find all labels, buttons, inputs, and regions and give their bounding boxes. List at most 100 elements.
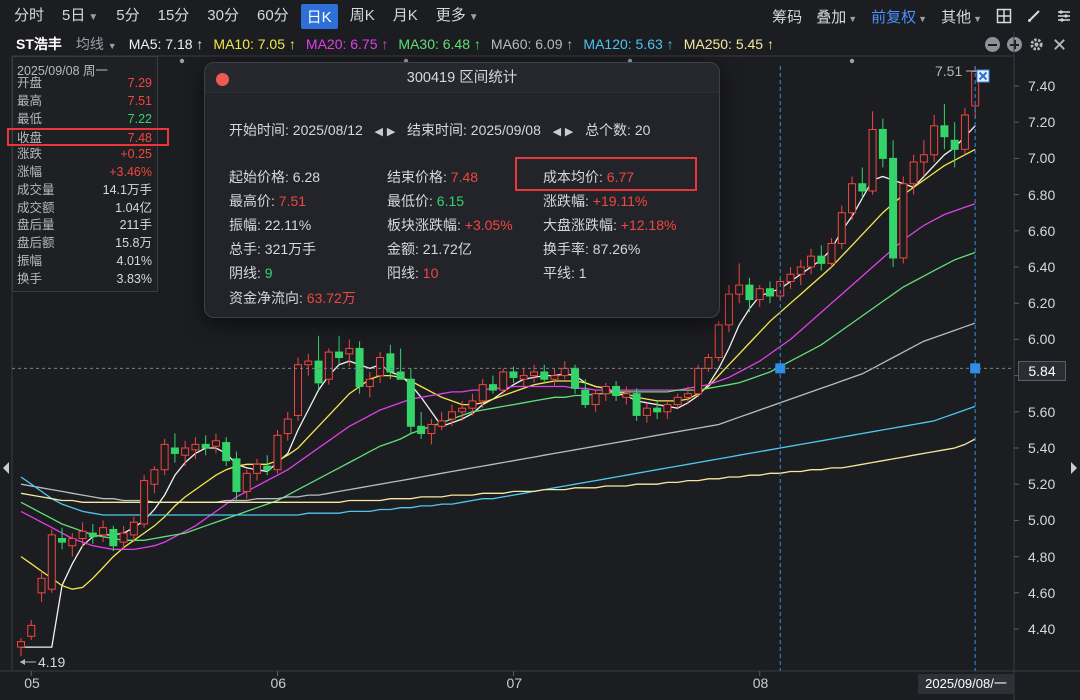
candle (211, 433, 220, 454)
candle-body (909, 161, 918, 185)
candle (786, 267, 795, 289)
candle-body (47, 534, 56, 590)
ma-line-ma30 (20, 251, 976, 541)
candle-body (37, 577, 46, 594)
other-button[interactable]: 其他 ▼ (941, 8, 982, 26)
candle (488, 375, 497, 394)
candle-body (283, 418, 292, 435)
candle-body (817, 255, 826, 264)
candle (519, 368, 528, 387)
stat-cell: 资金净流向: 63.72万 (229, 288, 356, 308)
candle (88, 524, 97, 544)
stat-cell: 成本均价: 6.77 (543, 167, 634, 187)
next-end-icon[interactable]: ▶ (564, 126, 574, 138)
stat-value: 6.15 (436, 193, 465, 209)
period-tab-1[interactable]: 5日 ▼ (62, 6, 99, 24)
gear-icon[interactable] (1029, 37, 1044, 52)
candle (735, 263, 744, 304)
stat-value: 9 (264, 265, 273, 281)
ma-items: MA5: 7.18 ↑ MA10: 7.05 ↑ MA20: 6.75 ↑ MA30:… (129, 36, 784, 52)
close-button[interactable] (216, 73, 229, 86)
stat-value: 6.28 (292, 169, 321, 185)
candle-body (99, 527, 108, 536)
candle-body (406, 378, 415, 427)
info-row: 盘后量 211手 (13, 217, 157, 235)
period-tab-4[interactable]: 30分 (207, 6, 239, 24)
price-tick: 5.00 (1028, 512, 1056, 529)
price-tick: 7.20 (1028, 114, 1056, 131)
draw-tool-icon[interactable] (1026, 8, 1042, 24)
candle-body (458, 407, 467, 413)
stat-value: 10 (422, 265, 439, 281)
candle-body (848, 183, 857, 214)
candle-body (160, 443, 169, 471)
info-row: 盘后额 15.8万 (13, 235, 157, 253)
candle-body (170, 447, 179, 454)
period-tab-6[interactable]: 日K (300, 3, 338, 29)
candle (755, 285, 764, 307)
candle-body (889, 157, 898, 259)
period-tab-2[interactable]: 5分 (116, 6, 140, 24)
candle-body (396, 371, 405, 380)
layout-grid-icon[interactable] (996, 8, 1012, 24)
candle (252, 458, 261, 481)
prev-start-icon[interactable]: ◀ (374, 126, 383, 138)
candle-body (765, 288, 774, 297)
candle-body (571, 367, 580, 389)
period-toolbar: 分时 5日 ▼ 5分 15分 30分 60分 日K 周K 月K 更多 ▼ 筹码 叠加 ▼ 前复权 ▼ 其他… (0, 0, 1080, 32)
candle (663, 400, 672, 420)
ma-legend-5: MA120: 5.63 ↑ (583, 36, 674, 52)
period-tab-3[interactable]: 15分 (157, 6, 190, 24)
next-start-icon[interactable]: ▶ (386, 126, 396, 138)
candle (427, 419, 436, 445)
stat-cell: 最高价: 7.51 (229, 191, 306, 211)
candle-body (530, 371, 538, 377)
candle (765, 281, 774, 304)
scroll-left-icon (3, 462, 9, 474)
candle (653, 400, 662, 420)
stat-cell: 涨跌幅: +19.11% (543, 191, 647, 211)
indicator-select[interactable]: 均线 ▼ (75, 36, 117, 52)
ma-line-ma60 (20, 322, 976, 503)
candle-body (58, 538, 67, 543)
period-tab-8[interactable]: 月K (392, 6, 418, 24)
candle (540, 364, 549, 383)
info-key: 涨跌 (17, 147, 43, 162)
settings-sliders-icon[interactable] (1056, 8, 1072, 24)
date-tick: 08 (752, 675, 769, 691)
stat-cell: 板块涨跌幅: +3.05% (387, 215, 513, 235)
candle (181, 440, 190, 467)
stat-cell: 结束价格: 7.48 (387, 167, 478, 187)
candle-body (827, 242, 836, 264)
clear-selection-icon (976, 69, 990, 83)
candle-body (68, 538, 77, 547)
period-tab-7[interactable]: 周K (349, 6, 375, 24)
period-tab-5[interactable]: 60分 (256, 6, 289, 24)
candle (406, 368, 415, 434)
chart-overlay: 7.51 4.19 (3, 63, 1077, 671)
info-key: 盘后量 (17, 218, 55, 233)
period-tab-0[interactable]: 分时 (14, 6, 45, 24)
stat-cell: 换手率: 87.26% (543, 239, 640, 259)
stat-label: 起始价格: (229, 169, 293, 185)
candle (878, 118, 887, 168)
prev-end-icon[interactable]: ◀ (552, 126, 562, 138)
candle-body (735, 284, 744, 295)
info-key: 成交量 (17, 182, 55, 197)
info-value: 211手 (119, 218, 152, 233)
stat-value: +12.18% (620, 217, 677, 233)
period-tab-9[interactable]: 更多 ▼ (435, 6, 479, 24)
adjust-button[interactable]: 前复权 ▼ (871, 8, 928, 26)
low-price-label: 4.19 (38, 654, 65, 670)
zoom-out-icon[interactable] (985, 37, 1000, 52)
overlay-button[interactable]: 叠加 ▼ (816, 8, 858, 26)
candle (396, 348, 405, 380)
info-row: 成交额 1.04亿 (13, 200, 157, 218)
chips-button[interactable]: 筹码 (772, 8, 803, 26)
close-icon[interactable] (1052, 37, 1067, 52)
candle (58, 527, 67, 550)
candles (17, 66, 980, 657)
stat-value: +3.05% (464, 217, 513, 233)
candle-body (417, 425, 426, 435)
